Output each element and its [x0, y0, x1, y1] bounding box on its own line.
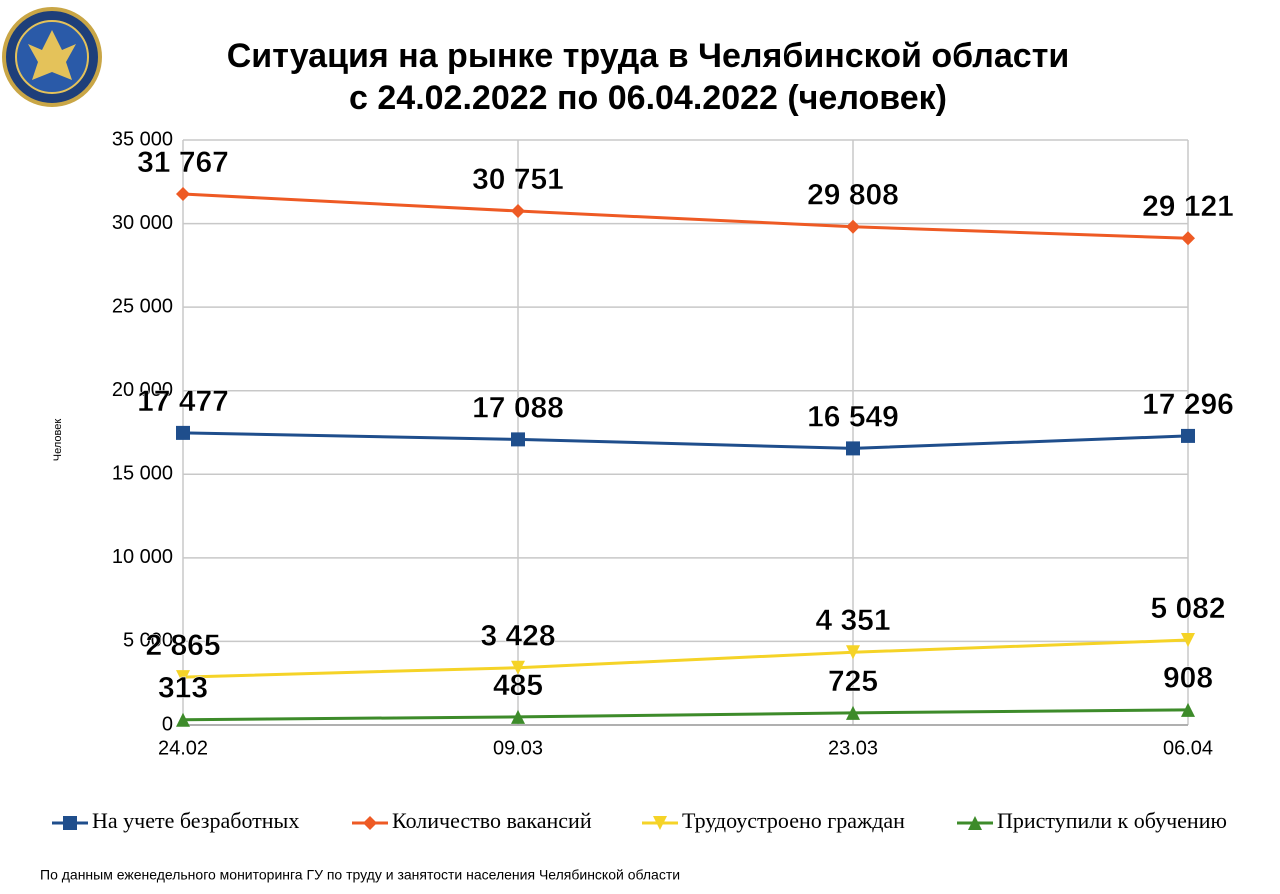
- data-label: 4 351: [815, 604, 890, 637]
- legend-label: Количество вакансий: [392, 808, 592, 833]
- data-label: 725: [828, 665, 878, 698]
- y-tick-label: 25 000: [112, 295, 173, 317]
- data-point: [1181, 428, 1195, 443]
- series-line: [182, 431, 1189, 450]
- y-axis-label: Человек: [52, 419, 64, 462]
- data-label: 17 296: [1142, 388, 1234, 421]
- data-label: 313: [158, 672, 208, 705]
- data-point: [846, 441, 860, 456]
- data-point: [1181, 702, 1195, 717]
- x-tick-label: 23.03: [828, 737, 878, 759]
- data-point: [176, 712, 190, 727]
- legend-marker: [968, 816, 982, 830]
- data-label: 17 477: [137, 385, 229, 418]
- legend-label: Приступили к обучению: [997, 808, 1227, 833]
- legend-marker: [63, 816, 77, 830]
- data-label: 485: [493, 669, 543, 702]
- legend-marker: [653, 816, 667, 830]
- chart-title: Ситуация на рынке труда в Челябинской об…: [227, 37, 1070, 75]
- data-label: 17 088: [472, 391, 564, 424]
- x-tick-label: 24.02: [158, 737, 208, 759]
- data-label: 3 428: [480, 620, 555, 653]
- data-label: 16 549: [807, 400, 899, 433]
- data-label: 5 082: [1150, 592, 1225, 625]
- data-point: [846, 219, 860, 234]
- legend-label: На учете безработных: [92, 808, 299, 833]
- series-line: [182, 192, 1189, 240]
- data-point: [1181, 633, 1195, 648]
- chart-subtitle: с 24.02.2022 по 06.04.2022 (человек): [349, 79, 947, 117]
- data-point: [176, 425, 190, 440]
- series-line: [182, 638, 1189, 679]
- data-point: [511, 204, 525, 219]
- y-tick-label: 10 000: [112, 546, 173, 568]
- series-line: [182, 708, 1189, 722]
- legend-marker: [363, 816, 377, 830]
- data-point: [511, 432, 525, 447]
- data-label: 908: [1163, 662, 1213, 695]
- data-label: 29 808: [807, 179, 899, 212]
- data-point: [176, 187, 190, 202]
- data-point: [846, 645, 860, 660]
- y-tick-label: 30 000: [112, 212, 173, 234]
- data-point: [511, 709, 525, 724]
- y-tick-label: 0: [162, 713, 173, 735]
- x-tick-label: 06.04: [1163, 737, 1213, 759]
- data-label: 30 751: [472, 163, 564, 196]
- footnote: По данным еженедельного мониторинга ГУ п…: [40, 867, 680, 883]
- y-tick-label: 15 000: [112, 463, 173, 485]
- data-point: [176, 670, 190, 685]
- data-label: 2 865: [145, 629, 220, 662]
- data-label: 31 767: [137, 146, 229, 179]
- logo: [2, 7, 102, 107]
- data-point: [1181, 231, 1195, 246]
- y-tick-label: 5 000: [123, 630, 173, 652]
- x-tick-label: 09.03: [493, 737, 543, 759]
- y-tick-label: 20 000: [112, 379, 173, 401]
- data-point: [511, 660, 525, 675]
- legend-label: Трудоустроено граждан: [682, 808, 905, 833]
- y-tick-label: 35 000: [112, 128, 173, 150]
- data-point: [846, 705, 860, 720]
- data-label: 29 121: [1142, 190, 1234, 223]
